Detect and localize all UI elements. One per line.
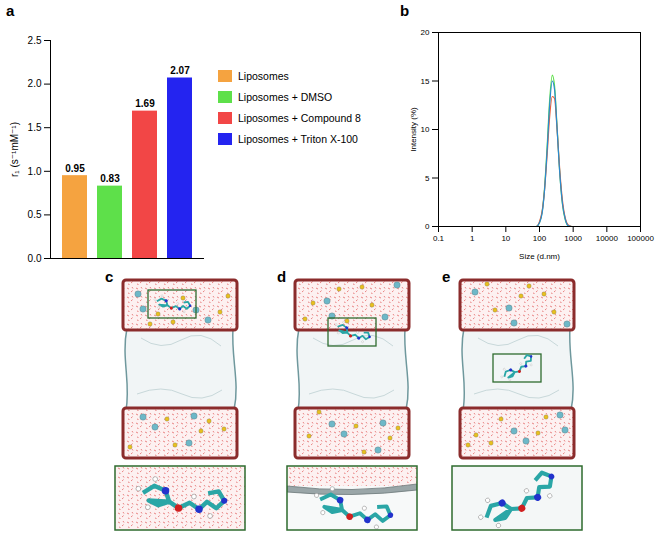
html-text:Liposomes: Liposomes	[238, 70, 289, 82]
svg-text:c: c	[105, 268, 113, 285]
svg-text:5: 5	[425, 174, 430, 183]
svg-text:0.1: 0.1	[433, 234, 445, 243]
svg-text:100: 100	[533, 234, 547, 243]
svg-text:2.0: 2.0	[28, 78, 42, 89]
svg-text:10000: 10000	[596, 234, 619, 243]
svg-text:Intensity (%): Intensity (%)	[409, 107, 418, 152]
html-text:b: b	[400, 2, 410, 19]
svg-text:2.07: 2.07	[170, 65, 190, 76]
svg-text:r₁ (s⁻¹mM⁻¹): r₁ (s⁻¹mM⁻¹)	[9, 122, 20, 177]
svg-text:0.83: 0.83	[100, 173, 120, 184]
svg-text:20: 20	[421, 28, 430, 37]
svg-text:10: 10	[421, 125, 430, 134]
svg-text:100000: 100000	[627, 234, 654, 243]
html-text:Liposomes + DMSO: Liposomes + DMSO	[238, 91, 333, 103]
html-text:Liposomes + Triton X-100: Liposomes + Triton X-100	[238, 133, 358, 145]
svg-text:0.0: 0.0	[28, 253, 42, 264]
svg-text:d: d	[277, 268, 286, 285]
svg-text:e: e	[442, 268, 450, 285]
svg-text:15: 15	[421, 77, 430, 86]
svg-text:1.0: 1.0	[28, 166, 42, 177]
svg-text:1.69: 1.69	[135, 98, 155, 109]
svg-text:1000: 1000	[564, 234, 582, 243]
svg-text:1.5: 1.5	[28, 122, 42, 133]
svg-text:10: 10	[501, 234, 510, 243]
svg-text:Size (d.nm): Size (d.nm)	[519, 252, 560, 261]
svg-text:0.5: 0.5	[28, 209, 42, 220]
svg-text:1: 1	[470, 234, 475, 243]
svg-text:0.95: 0.95	[65, 163, 85, 174]
svg-text:0: 0	[425, 222, 430, 231]
svg-text:2.5: 2.5	[28, 35, 42, 46]
html-text:Liposomes + Compound 8: Liposomes + Compound 8	[238, 112, 361, 124]
html-text:a: a	[6, 2, 15, 19]
